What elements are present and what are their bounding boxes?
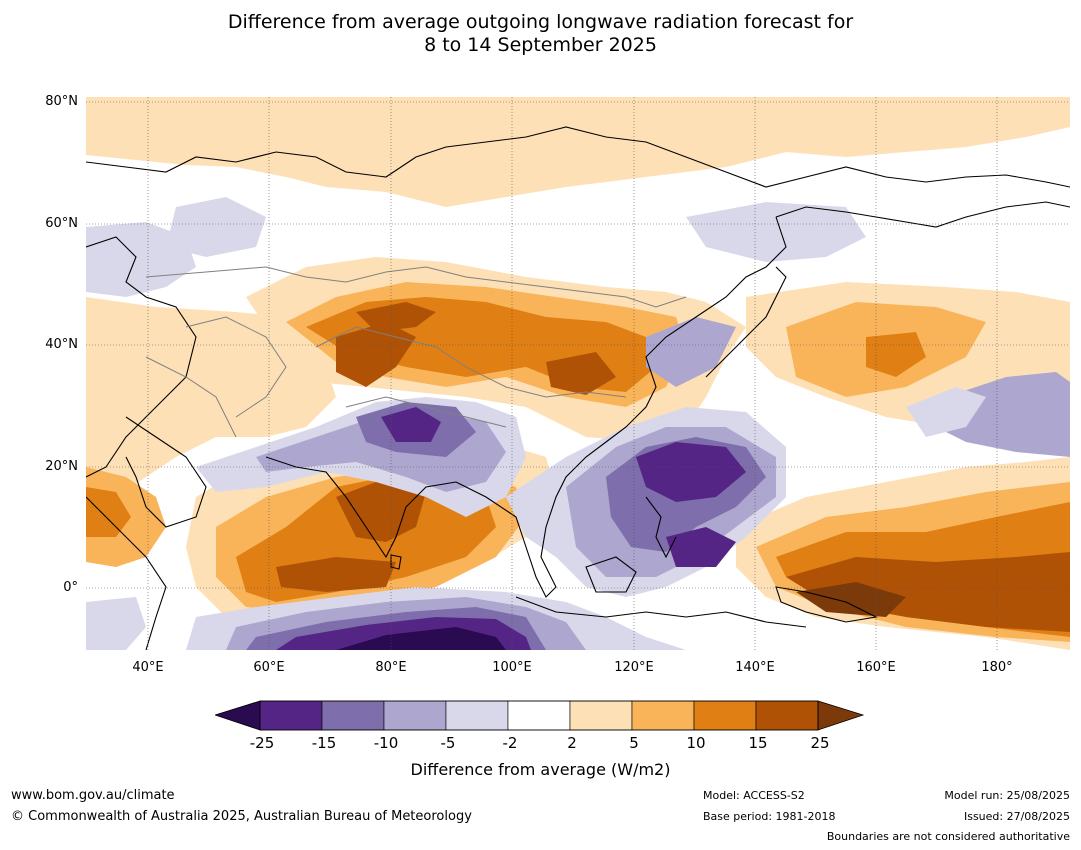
colorbar-outline (259, 700, 819, 731)
coastlines (86, 126, 1070, 650)
colorbar-tick: -2 (502, 734, 518, 752)
russia-boundary (145, 266, 687, 308)
lat-label-equator: 0° (63, 580, 78, 595)
middle-east-boundary (145, 356, 237, 438)
lon-label-120e: 120°E (614, 660, 654, 675)
lat-label-80n: 80°N (45, 94, 78, 109)
colorbar-segment (755, 700, 819, 731)
model-run-text: Model run: 25/08/2025 (944, 789, 1070, 802)
siberia-light-orange (86, 97, 1070, 207)
disclaimer-text: Boundaries are not considered authoritat… (826, 830, 1070, 843)
model-text: Model: ACCESS-S2 (703, 789, 805, 802)
colorbar-segment (693, 700, 757, 731)
pacific-east-darkest-brown (796, 582, 906, 617)
colorbar-segment (383, 700, 447, 731)
central-asia-boundary (185, 316, 287, 418)
borneo-coastline (585, 556, 637, 593)
colorbar-segment (321, 700, 385, 731)
colorbar-tick: 5 (629, 734, 639, 752)
new-guinea-coastline (775, 586, 878, 623)
colorbar-segment (507, 700, 571, 731)
japan-sea-purple (646, 317, 736, 387)
bay-of-bengal-dark-purple (381, 407, 441, 442)
philippines-coastline (645, 496, 677, 559)
colorbar-tick: 2 (567, 734, 577, 752)
southern-indian-darkest-purple (336, 627, 506, 650)
north-pacific-light-purple (906, 387, 986, 437)
lat-label-40n: 40°N (45, 337, 78, 352)
southeast-asia-coastline (455, 216, 787, 598)
indonesia-coastline (515, 596, 807, 628)
colorbar-segment-max (817, 700, 865, 731)
lat-label-20n: 20°N (45, 459, 78, 474)
colorbar-segment (259, 700, 323, 731)
colorbar-tick: 15 (748, 734, 768, 752)
china-brown (546, 352, 616, 395)
base-period-text: Base period: 1981-2018 (703, 810, 836, 823)
colorbar-tick: -5 (440, 734, 456, 752)
website-link[interactable]: www.bom.gov.au/climate (11, 788, 175, 803)
east-asia-coastline (775, 201, 1070, 228)
europe-coastline (86, 236, 197, 478)
map-title-line2: 8 to 14 September 2025 (424, 34, 657, 56)
philippine-sea-dark-purple (636, 442, 746, 502)
lon-label-160e: 160°E (856, 660, 896, 675)
europe-light-purple (86, 222, 196, 297)
maritime-continent-dark-purple (666, 527, 736, 567)
arctic-coastline (86, 126, 1070, 188)
pacific-east-brown (786, 552, 1070, 632)
colorbar-segment (631, 700, 695, 731)
colorbar-tick: 10 (686, 734, 706, 752)
india-brown (336, 482, 426, 542)
lon-label-80e: 80°E (375, 660, 407, 675)
himalaya-boundary (345, 396, 507, 428)
lon-label-60e: 60°E (253, 660, 285, 675)
olr-anomaly-map (86, 97, 1070, 650)
map-gridlines (86, 97, 1070, 650)
siberia-light-purple (166, 197, 266, 257)
negative-anomaly-fields (86, 197, 1070, 650)
colorbar-tick: 25 (810, 734, 830, 752)
lon-label-40e: 40°E (132, 660, 164, 675)
colorbar-label: Difference from average (W/m2) (410, 760, 671, 779)
lon-label-140e: 140°E (735, 660, 775, 675)
africa-coastline (86, 496, 167, 650)
colorbar-segment (569, 700, 633, 731)
colorbar-tick: -15 (311, 734, 337, 752)
japan-coastline (705, 266, 787, 378)
arabia-coastline (125, 416, 207, 528)
colorbar-segment (445, 700, 509, 731)
colorbar (215, 700, 865, 731)
issued-text: Issued: 27/08/2025 (963, 810, 1070, 823)
colorbar-tick: -25 (249, 734, 275, 752)
colorbar-segment-min (215, 700, 261, 731)
map-canvas (86, 97, 1070, 650)
equator-brown (276, 557, 396, 592)
colorbar-tick: -10 (373, 734, 399, 752)
mongolia-brown (356, 302, 436, 332)
country-boundaries (145, 266, 687, 438)
africa-south-light-purple (86, 597, 146, 650)
east-asia-light-purple (686, 202, 866, 262)
map-title-line1: Difference from average outgoing longwav… (227, 11, 854, 33)
europe-light-orange (86, 297, 336, 507)
lon-label-100e: 100°E (492, 660, 532, 675)
lat-label-60n: 60°N (45, 216, 78, 231)
pacific-north-dark-orange (866, 332, 926, 377)
tibet-brown (336, 322, 416, 387)
copyright-text: © Commonwealth of Australia 2025, Austra… (11, 809, 472, 824)
lon-label-180: 180° (981, 660, 1013, 675)
india-coastline (265, 456, 457, 559)
china-boundary (315, 326, 627, 398)
africa-dark-orange (86, 487, 131, 537)
